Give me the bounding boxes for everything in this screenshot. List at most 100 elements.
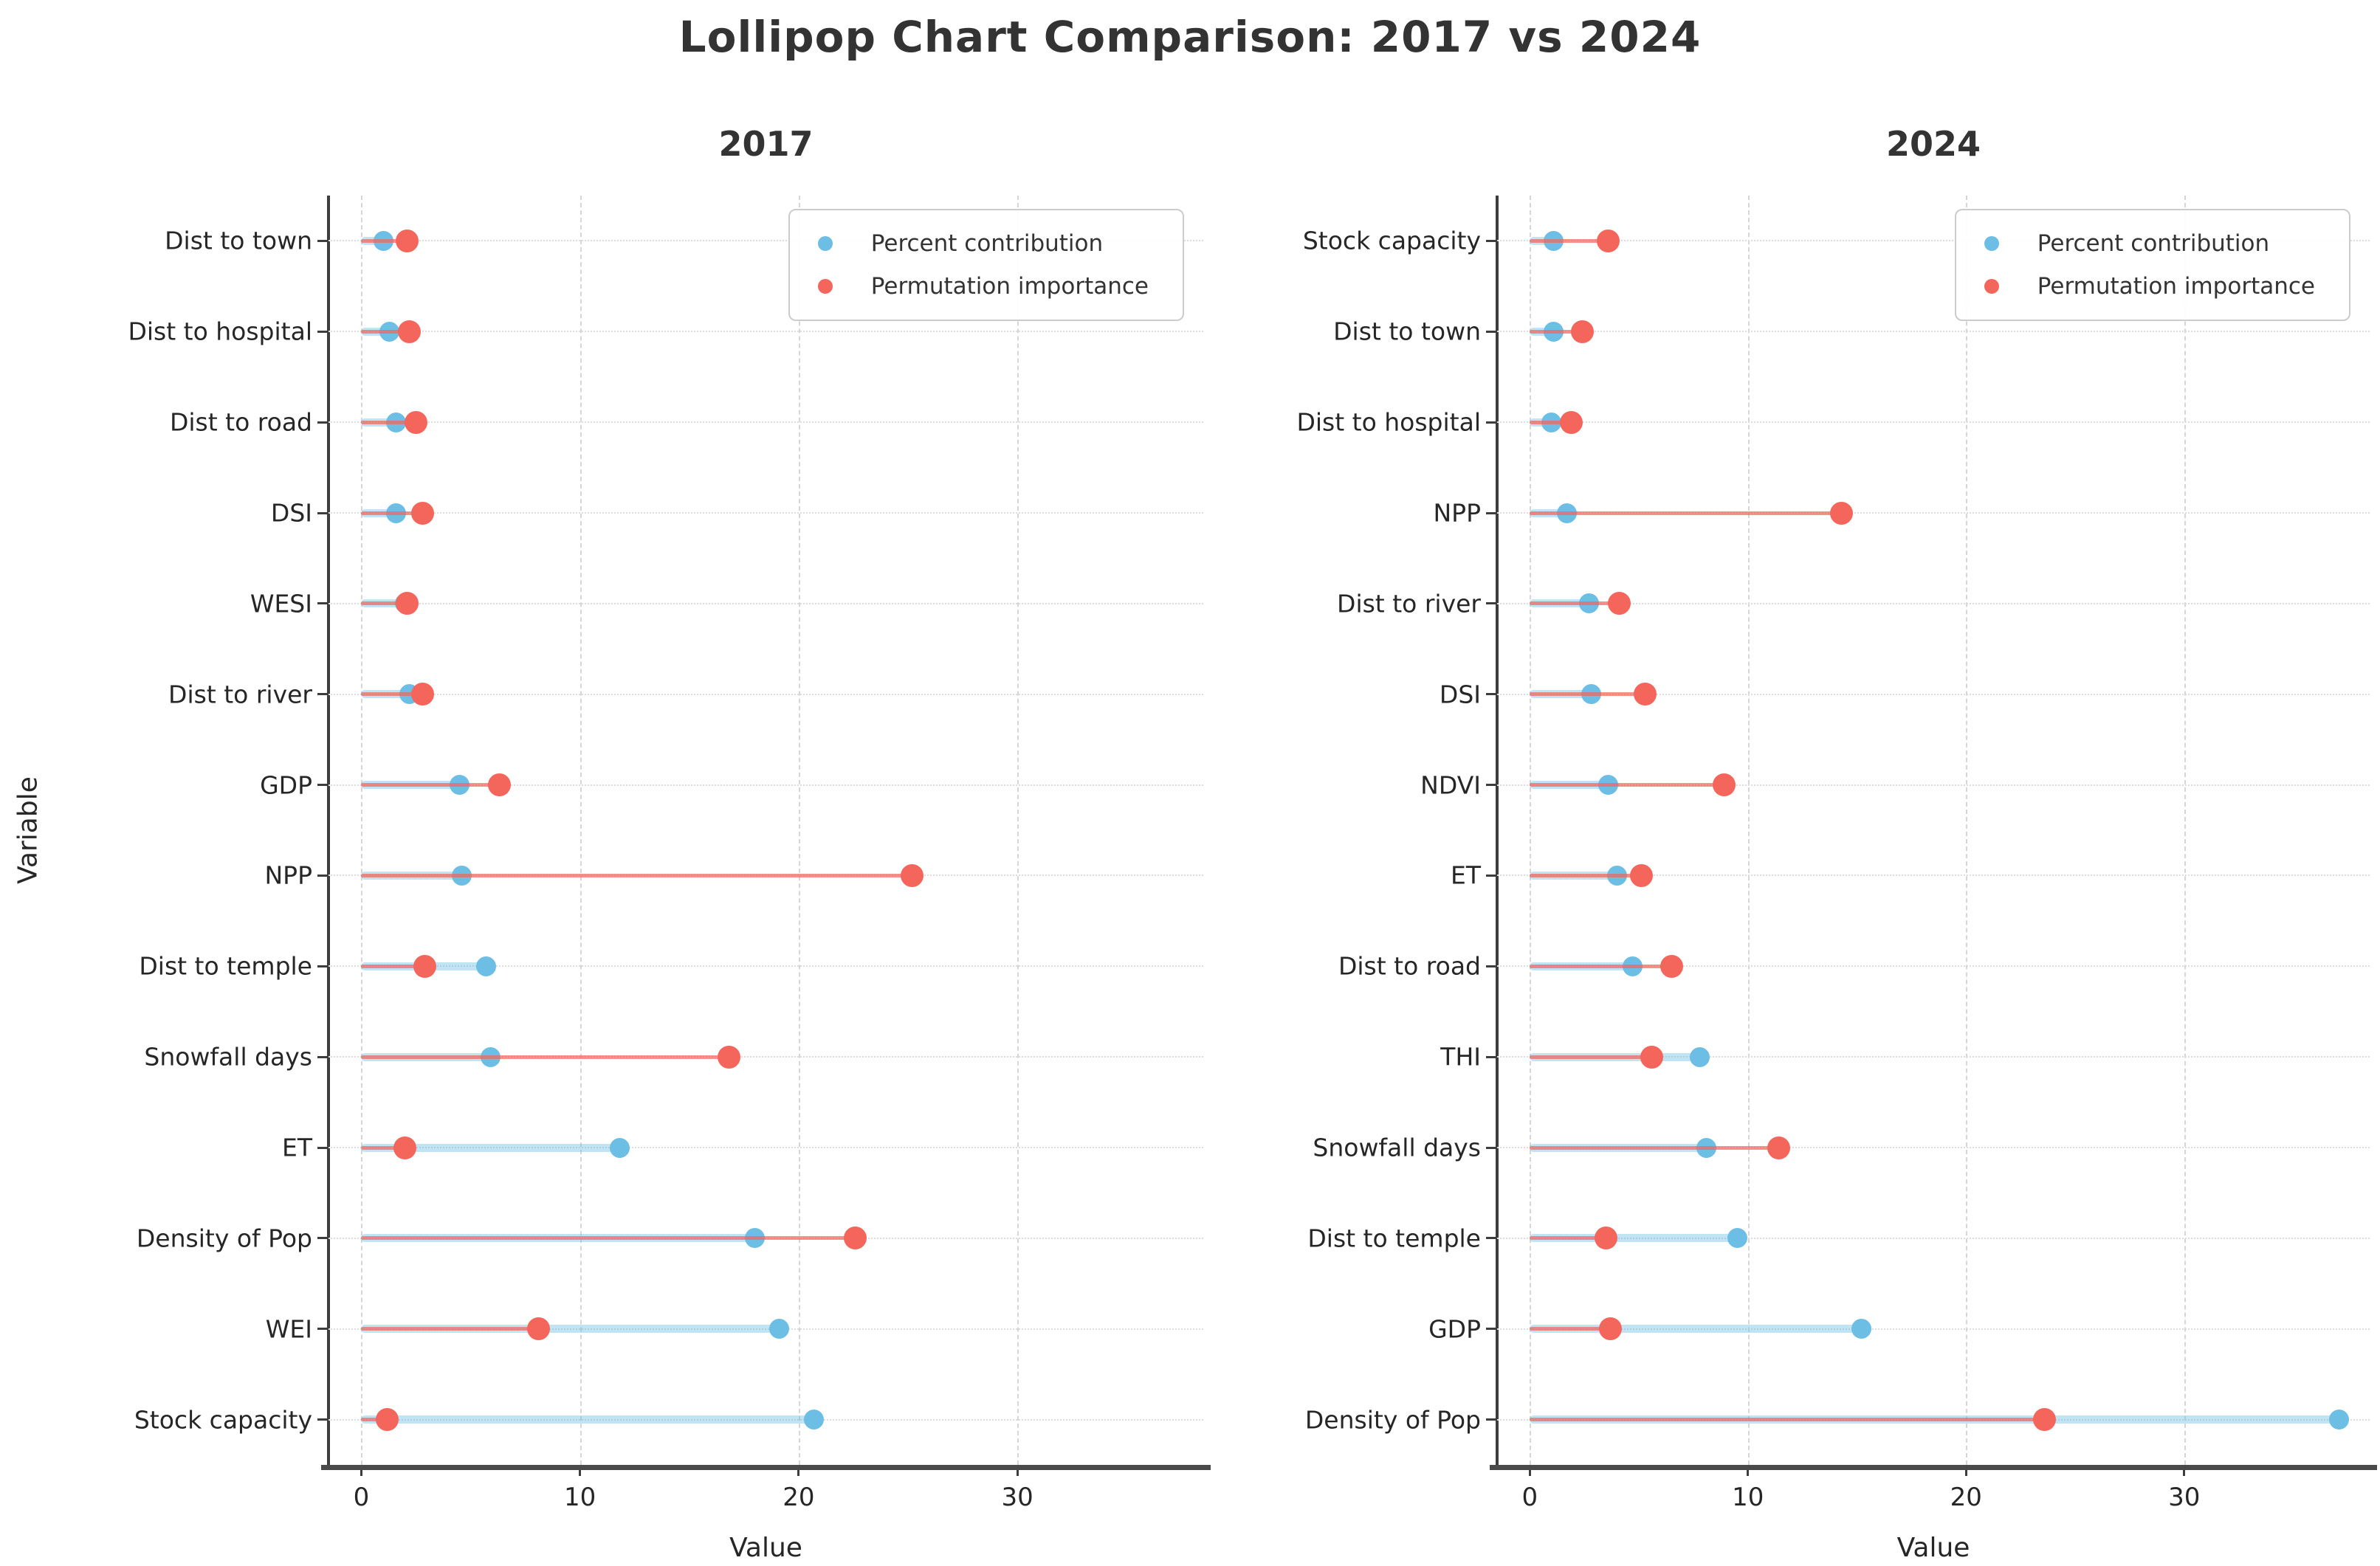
permutation-importance-stem bbox=[361, 329, 410, 334]
y-tick-mark bbox=[317, 421, 329, 424]
permutation-importance-dot bbox=[1597, 229, 1620, 252]
x-tick-label: 0 bbox=[1521, 1483, 1538, 1512]
legend-marker-icon bbox=[1984, 236, 1999, 251]
percent-contribution-dot bbox=[609, 1137, 630, 1158]
permutation-importance-dot bbox=[844, 1227, 867, 1250]
permutation-importance-dot bbox=[410, 501, 434, 525]
legend-item-percent-contribution: Percent contribution bbox=[805, 222, 1149, 265]
y-tick-mark bbox=[1486, 1146, 1497, 1149]
legend-marker-icon bbox=[1984, 279, 1999, 294]
row-gridline bbox=[329, 1418, 1203, 1421]
y-category-label: NPP bbox=[1433, 498, 1482, 528]
row-gridline bbox=[1497, 1328, 2370, 1330]
permutation-importance-dot bbox=[396, 592, 419, 615]
x-axis-spine bbox=[321, 1465, 1211, 1470]
permutation-importance-stem bbox=[1530, 964, 1672, 968]
permutation-importance-dot bbox=[487, 773, 511, 797]
legend-box: Percent contribution Permutation importan… bbox=[788, 209, 1184, 321]
y-category-label: Dist to river bbox=[1337, 589, 1481, 618]
y-category-label: Dist to town bbox=[165, 226, 312, 255]
permutation-importance-stem bbox=[1530, 1145, 1779, 1150]
percent-contribution-dot bbox=[1851, 1319, 1871, 1339]
row-gridline bbox=[1497, 512, 2370, 514]
permutation-importance-dot bbox=[405, 410, 427, 434]
x-tick-mark bbox=[579, 1465, 582, 1476]
percent-contribution-stem bbox=[361, 1415, 814, 1424]
y-category-label: Dist to temple bbox=[1307, 1224, 1481, 1253]
permutation-importance-stem bbox=[1530, 692, 1645, 697]
y-category-label: Dist to hospital bbox=[128, 317, 312, 346]
permutation-importance-stem bbox=[361, 1055, 729, 1059]
permutation-importance-stem bbox=[361, 873, 912, 877]
row-gridline bbox=[329, 965, 1203, 967]
y-tick-mark bbox=[1486, 330, 1497, 333]
y-tick-mark bbox=[317, 784, 329, 787]
y-axis-spine bbox=[327, 196, 330, 1465]
row-gridline bbox=[1497, 421, 2370, 424]
permutation-importance-dot bbox=[393, 1136, 417, 1159]
x-axis-label: Value bbox=[729, 1533, 802, 1563]
permutation-importance-dot bbox=[1640, 1045, 1664, 1069]
y-category-label: Snowfall days bbox=[1313, 1133, 1481, 1162]
row-gridline bbox=[1497, 1056, 2370, 1058]
y-category-label: Stock capacity bbox=[1302, 226, 1481, 255]
permutation-importance-stem bbox=[361, 964, 425, 968]
permutation-importance-stem bbox=[361, 783, 500, 787]
y-tick-mark bbox=[1486, 239, 1497, 242]
percent-contribution-stem bbox=[1530, 1325, 1862, 1334]
permutation-importance-stem bbox=[1530, 1418, 2045, 1422]
permutation-importance-stem bbox=[1530, 420, 1572, 424]
x-axis-label: Value bbox=[1896, 1533, 1970, 1563]
x-gridline bbox=[361, 196, 363, 1465]
legend-label: Permutation importance bbox=[870, 273, 1149, 300]
x-gridline bbox=[1747, 196, 1750, 1465]
permutation-importance-stem bbox=[1530, 601, 1620, 606]
row-gridline bbox=[1497, 693, 2370, 695]
y-tick-mark bbox=[1486, 693, 1497, 696]
x-tick-label: 0 bbox=[353, 1483, 370, 1512]
percent-contribution-dot bbox=[475, 956, 496, 976]
x-tick-label: 10 bbox=[1732, 1483, 1764, 1512]
row-gridline bbox=[329, 240, 1203, 242]
permutation-importance-dot bbox=[1767, 1136, 1790, 1159]
y-tick-mark bbox=[1486, 421, 1497, 424]
legend-item-percent-contribution: Percent contribution bbox=[1971, 222, 2315, 265]
legend-marker-icon bbox=[817, 279, 833, 294]
percent-contribution-dot bbox=[804, 1410, 825, 1430]
permutation-importance-stem bbox=[1530, 329, 1583, 334]
y-tick-mark bbox=[317, 1237, 329, 1240]
y-category-label: Dist to temple bbox=[139, 951, 312, 981]
y-tick-mark bbox=[1486, 511, 1497, 514]
x-gridline bbox=[2184, 196, 2186, 1465]
row-gridline bbox=[329, 1056, 1203, 1058]
row-gridline bbox=[329, 784, 1203, 786]
y-category-label: ET bbox=[281, 1133, 312, 1162]
x-tick-label: 30 bbox=[2168, 1483, 2201, 1512]
y-tick-mark bbox=[1486, 965, 1497, 967]
x-tick-mark bbox=[2183, 1465, 2186, 1476]
row-gridline bbox=[1497, 875, 2370, 877]
percent-contribution-dot bbox=[768, 1319, 789, 1339]
row-gridline bbox=[329, 602, 1203, 604]
row-gridline bbox=[329, 1147, 1203, 1148]
row-gridline bbox=[329, 693, 1203, 695]
permutation-importance-dot bbox=[1599, 1317, 1623, 1341]
row-gridline bbox=[1497, 602, 2370, 604]
row-gridline bbox=[329, 331, 1203, 333]
permutation-importance-dot bbox=[1595, 1227, 1618, 1250]
permutation-importance-stem bbox=[1530, 873, 1642, 877]
x-tick-mark bbox=[1016, 1465, 1019, 1476]
permutation-importance-stem bbox=[361, 1236, 856, 1241]
legend-label: Percent contribution bbox=[870, 230, 1104, 257]
y-category-label: NDVI bbox=[1420, 770, 1481, 800]
x-tick-mark bbox=[1747, 1465, 1750, 1476]
permutation-importance-stem bbox=[361, 1145, 405, 1150]
y-tick-mark bbox=[317, 330, 329, 333]
x-tick-mark bbox=[360, 1465, 362, 1476]
x-gridline bbox=[1017, 196, 1019, 1465]
percent-contribution-dot bbox=[1727, 1228, 1747, 1249]
y-tick-mark bbox=[317, 965, 329, 967]
row-gridline bbox=[1497, 1237, 2370, 1239]
permutation-importance-dot bbox=[2033, 1408, 2057, 1432]
y-tick-mark bbox=[1486, 1328, 1497, 1331]
